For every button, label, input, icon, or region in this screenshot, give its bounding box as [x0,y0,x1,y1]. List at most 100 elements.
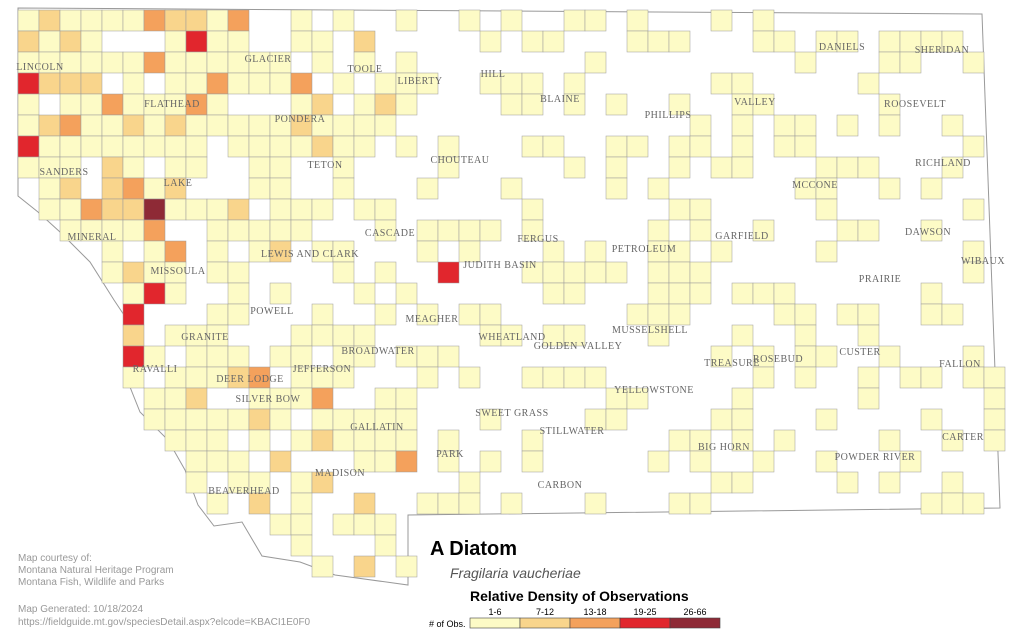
grid-cell [101,135,124,158]
grid-cell [59,72,82,95]
grid-cell [605,261,628,284]
grid-cell [143,219,166,242]
grid-cell [332,429,355,452]
grid-cell [689,219,712,242]
grid-cell [647,30,670,53]
grid-cell [122,51,145,74]
grid-cell [584,240,607,263]
grid-cell [185,345,208,368]
county-label: PETROLEUM [612,244,677,255]
grid-cell [353,555,376,578]
grid-cell [563,9,586,32]
grid-cell [920,219,943,242]
grid-cell [836,156,859,179]
grid-cell [290,492,313,515]
grid-cell [185,450,208,473]
grid-cell [332,513,355,536]
grid-cell [479,30,502,53]
grid-cell [647,261,670,284]
grid-cell [227,303,250,326]
grid-cell [647,303,670,326]
legend-label: 1-6 [488,607,501,617]
grid-cell [857,219,880,242]
grid-cell [815,408,838,431]
grid-cell [626,30,649,53]
grid-cell [143,198,166,221]
grid-cell [731,387,754,410]
grid-cell [185,9,208,32]
grid-cell [185,114,208,137]
grid-cell [227,345,250,368]
grid-cell [395,555,418,578]
grid-cell [920,492,943,515]
source-url: https://fieldguide.mt.gov/speciesDetail.… [18,617,311,628]
grid-cell [374,534,397,557]
county-label: WIBAUX [961,256,1005,267]
legend-swatch [619,617,671,629]
grid-cell [269,408,292,431]
grid-cell [374,93,397,116]
grid-cell [311,471,334,494]
grid-cell [311,198,334,221]
grid-cell [164,51,187,74]
county-label: LIBERTY [397,76,442,87]
grid-cell [59,93,82,116]
grid-cell [920,408,943,431]
grid-cell [563,282,586,305]
grid-cell [38,177,61,200]
grid-cell [647,177,670,200]
grid-cell [584,366,607,389]
grid-cell [185,51,208,74]
grid-cell [143,240,166,263]
county-label: PHILLIPS [645,110,692,121]
grid-cell [374,450,397,473]
grid-cell [962,135,985,158]
grid-cell [353,492,376,515]
county-label: GALLATIN [350,422,403,433]
grid-cell [920,303,943,326]
county-label: SWEET GRASS [475,408,548,419]
grid-cell [332,135,355,158]
grid-cell [164,240,187,263]
grid-cell [227,450,250,473]
grid-cell [542,261,565,284]
grid-cell [773,30,796,53]
grid-cell [311,303,334,326]
grid-cell [248,219,271,242]
grid-cell [101,51,124,74]
county-label: TETON [307,160,342,171]
grid-cell [584,261,607,284]
grid-cell [794,324,817,347]
grid-cell [17,135,40,158]
grid-cell [941,303,964,326]
grid-cell [647,282,670,305]
grid-cell [38,198,61,221]
grid-cell [290,9,313,32]
grid-cell [836,471,859,494]
grid-cell [269,513,292,536]
grid-cell [752,282,775,305]
grid-cell [668,135,691,158]
county-label: RAVALLI [133,364,178,375]
grid-cell [290,198,313,221]
county-label: MINERAL [67,232,116,243]
county-label: MISSOULA [150,266,205,277]
grid-cell [374,219,397,242]
grid-cell [143,51,166,74]
grid-cell [731,408,754,431]
county-label: ROOSEVELT [884,99,946,110]
grid-cell [80,198,103,221]
grid-cell [122,72,145,95]
grid-cell [122,219,145,242]
grid-cell [395,9,418,32]
grid-cell [752,219,775,242]
grid-cell [227,408,250,431]
grid-cell [500,93,523,116]
grid-cell [269,72,292,95]
grid-cell [563,261,586,284]
grid-cell [731,324,754,347]
grid-cell [710,156,733,179]
grid-cell [857,72,880,95]
county-label: VALLEY [734,97,776,108]
county-label: JUDITH BASIN [463,260,537,271]
